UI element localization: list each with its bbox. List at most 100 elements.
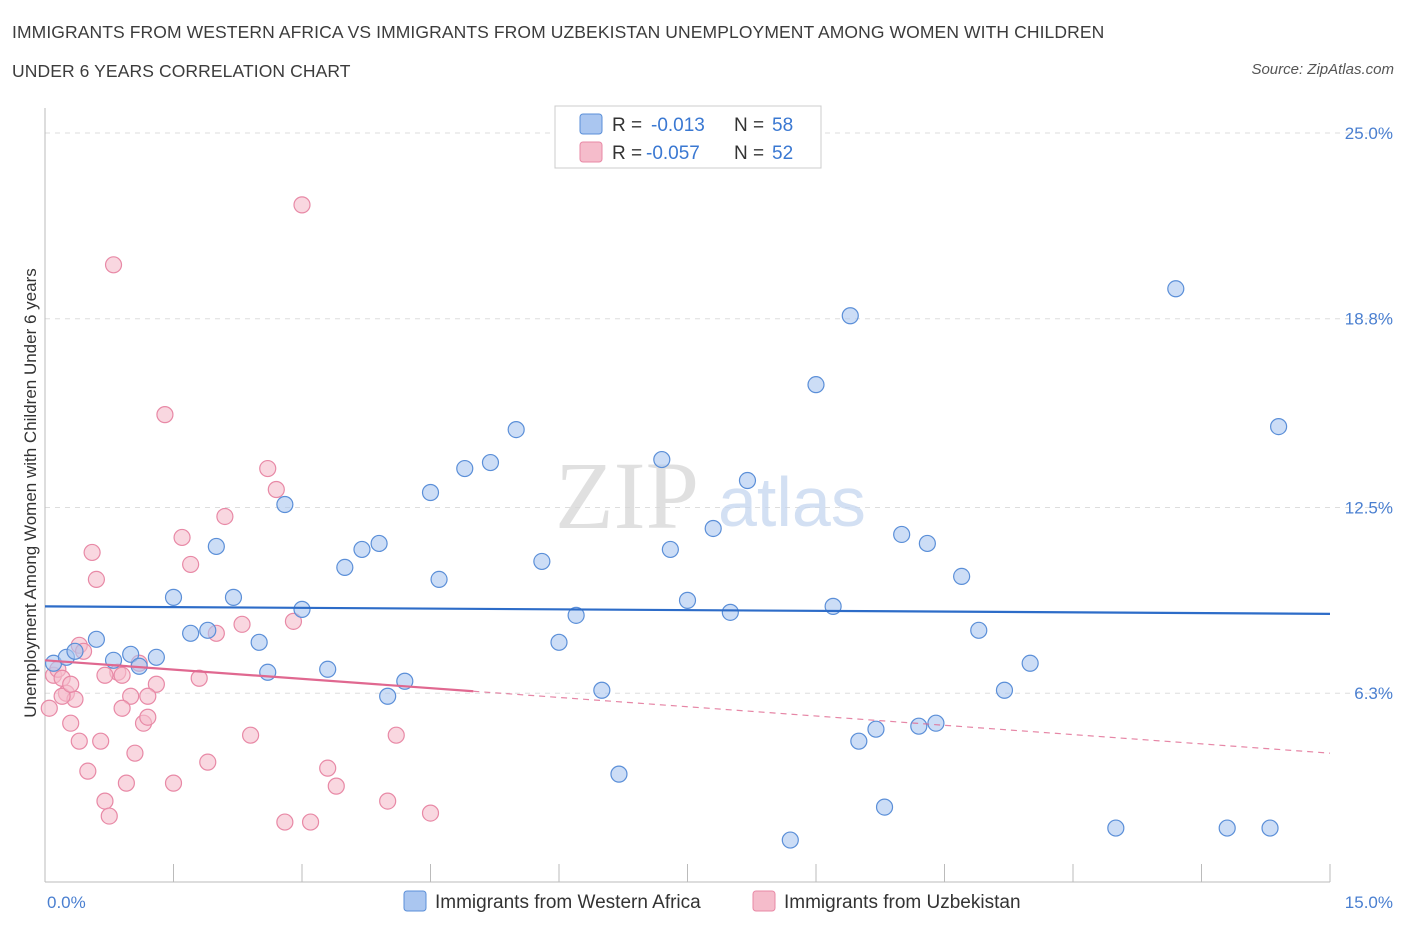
blue-point-15	[276, 495, 294, 514]
bottom-legend-label-blue: Immigrants from Western Africa	[435, 892, 701, 913]
blue-point-37	[721, 603, 739, 621]
pink-point-51	[96, 666, 114, 684]
pink-point-50	[139, 687, 157, 705]
blue-point-16	[293, 600, 311, 618]
blue-point-23	[421, 483, 440, 502]
blue-point-39	[781, 831, 799, 849]
bottom-legend-swatch-blue	[403, 890, 427, 912]
pink-point-34	[242, 726, 260, 744]
pink-trend-line-dashed	[473, 690, 1331, 754]
pink-point-32	[216, 507, 234, 526]
legend-r-label-blue: R =	[612, 115, 642, 136]
blue-point-26	[481, 453, 500, 472]
blue-point-8	[164, 588, 183, 606]
legend-r-label-pink: R =	[612, 143, 642, 164]
pink-point-9	[79, 762, 97, 780]
blue-point-5	[122, 645, 140, 663]
y-tick-label-3: 25.0%	[1345, 124, 1393, 143]
pink-point-19	[122, 687, 140, 705]
pink-point-37	[276, 813, 294, 831]
blue-point-32	[610, 765, 628, 783]
blue-point-54	[1107, 819, 1125, 837]
blue-point-50	[953, 567, 971, 586]
stats-legend: R = -0.013 N = 58 R = -0.057 N = 52	[554, 105, 822, 169]
blue-point-52	[995, 681, 1014, 699]
blue-trend-line	[44, 605, 1331, 615]
pink-point-49	[113, 699, 131, 717]
blue-point-18	[336, 558, 354, 577]
pink-point-11	[87, 570, 106, 588]
bottom-legend: Immigrants from Western Africa Immigrant…	[403, 890, 1021, 913]
trend-lines	[44, 605, 1331, 754]
pink-point-33	[233, 615, 251, 633]
source-label: Source: ZipAtlas.com	[1251, 61, 1394, 78]
y-axis-label: Unemployment Among Women with Children U…	[21, 268, 40, 717]
blue-point-24	[430, 570, 448, 588]
blue-point-45	[875, 798, 894, 816]
pink-point-0	[40, 699, 58, 717]
blue-point-35	[678, 591, 697, 609]
watermark: ZIP atlas	[555, 442, 866, 549]
pink-point-30	[199, 753, 217, 771]
pink-point-25	[156, 406, 174, 424]
x-tick-label-0: 0.0%	[47, 893, 86, 912]
blue-point-56	[1218, 819, 1236, 837]
blue-point-28	[533, 552, 551, 571]
y-tick-labels: 6.3% 12.5% 18.8% 25.0%	[1345, 124, 1393, 703]
blue-point-36	[704, 519, 722, 538]
blue-point-27	[507, 420, 525, 439]
blue-point-46	[893, 525, 911, 544]
pink-point-27	[173, 528, 191, 547]
pink-point-24	[147, 675, 165, 693]
pink-point-47	[62, 675, 80, 693]
pink-point-46	[53, 687, 71, 705]
blue-point-34	[661, 540, 679, 559]
blue-point-44	[867, 720, 885, 738]
bottom-legend-swatch-pink	[752, 890, 776, 912]
legend-n-value-blue: 58	[772, 115, 793, 136]
blue-point-25	[456, 459, 474, 478]
legend-n-value-pink: 52	[772, 143, 793, 164]
pink-point-20	[126, 744, 144, 762]
pink-trend-line	[44, 659, 474, 693]
blue-point-30	[567, 606, 585, 624]
blue-point-10	[199, 621, 217, 639]
pink-point-18	[117, 774, 135, 792]
blue-point-43	[850, 732, 868, 750]
blue-point-53	[1021, 654, 1039, 672]
y-tick-label-1: 12.5%	[1345, 498, 1393, 517]
blue-point-55	[1167, 280, 1185, 298]
legend-r-value-pink: -0.057	[646, 143, 700, 164]
blue-point-31	[593, 681, 611, 699]
pink-point-48	[70, 732, 88, 750]
legend-r-value-blue: -0.013	[651, 115, 705, 136]
pink-point-13	[96, 792, 114, 810]
blue-point-49	[927, 714, 945, 732]
pink-point-26	[164, 774, 183, 792]
pink-point-23	[139, 708, 157, 726]
x-tick-labels: 0.0% 15.0%	[47, 893, 1393, 912]
pink-point-17	[113, 666, 131, 684]
blue-point-12	[224, 588, 243, 606]
x-tick-label-1: 15.0%	[1345, 893, 1393, 912]
legend-swatch-blue	[579, 113, 603, 135]
pink-point-45	[421, 804, 440, 822]
blue-point-21	[379, 687, 397, 705]
pink-point-39	[293, 196, 311, 214]
bottom-legend-label-pink: Immigrants from Uzbekistan	[784, 892, 1021, 913]
pink-point-35	[259, 459, 277, 478]
pink-point-15	[104, 256, 123, 274]
watermark-zip: ZIP	[555, 442, 699, 549]
blue-point-13	[250, 633, 268, 651]
blue-point-42	[841, 307, 859, 325]
blue-point-2	[66, 642, 84, 660]
blue-point-51	[970, 621, 988, 639]
pink-point-40	[301, 813, 320, 831]
blue-point-58	[1261, 819, 1279, 837]
blue-point-17	[319, 660, 337, 678]
blue-point-19	[353, 540, 371, 559]
y-tick-label-2: 18.8%	[1345, 310, 1393, 329]
pink-point-42	[327, 777, 345, 795]
blue-point-57	[1269, 417, 1288, 436]
